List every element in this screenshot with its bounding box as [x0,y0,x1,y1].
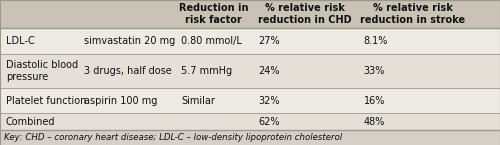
Text: 5.7 mmHg: 5.7 mmHg [181,66,232,76]
Text: Diastolic blood
pressure: Diastolic blood pressure [6,60,78,82]
Text: 33%: 33% [364,66,385,76]
Bar [0,28,500,54]
Text: 16%: 16% [364,96,385,106]
Text: Key: CHD – coronary heart disease; LDL-C – low-density lipoprotein cholesterol: Key: CHD – coronary heart disease; LDL-C… [4,133,342,142]
Bar [0,113,500,130]
Text: 27%: 27% [258,36,280,46]
Text: aspirin 100 mg: aspirin 100 mg [84,96,157,106]
Text: 48%: 48% [364,117,385,127]
Text: 24%: 24% [258,66,280,76]
Text: Combined: Combined [6,117,56,127]
Bar [0,88,500,113]
Text: Similar: Similar [181,96,215,106]
Text: % relative risk
reduction in stroke: % relative risk reduction in stroke [360,3,465,25]
Text: Reduction in
risk factor: Reduction in risk factor [179,3,248,25]
Bar [0,0,500,28]
Bar [0,54,500,88]
Text: LDL-C: LDL-C [6,36,35,46]
Text: Platelet function: Platelet function [6,96,86,106]
Text: 3 drugs, half dose: 3 drugs, half dose [84,66,171,76]
Text: 0.80 mmol/L: 0.80 mmol/L [181,36,242,46]
Text: simvastatin 20 mg: simvastatin 20 mg [84,36,175,46]
Bar [0,130,500,145]
Text: 8.1%: 8.1% [364,36,388,46]
Text: % relative risk
reduction in CHD: % relative risk reduction in CHD [258,3,352,25]
Text: 62%: 62% [258,117,280,127]
Text: 32%: 32% [258,96,280,106]
